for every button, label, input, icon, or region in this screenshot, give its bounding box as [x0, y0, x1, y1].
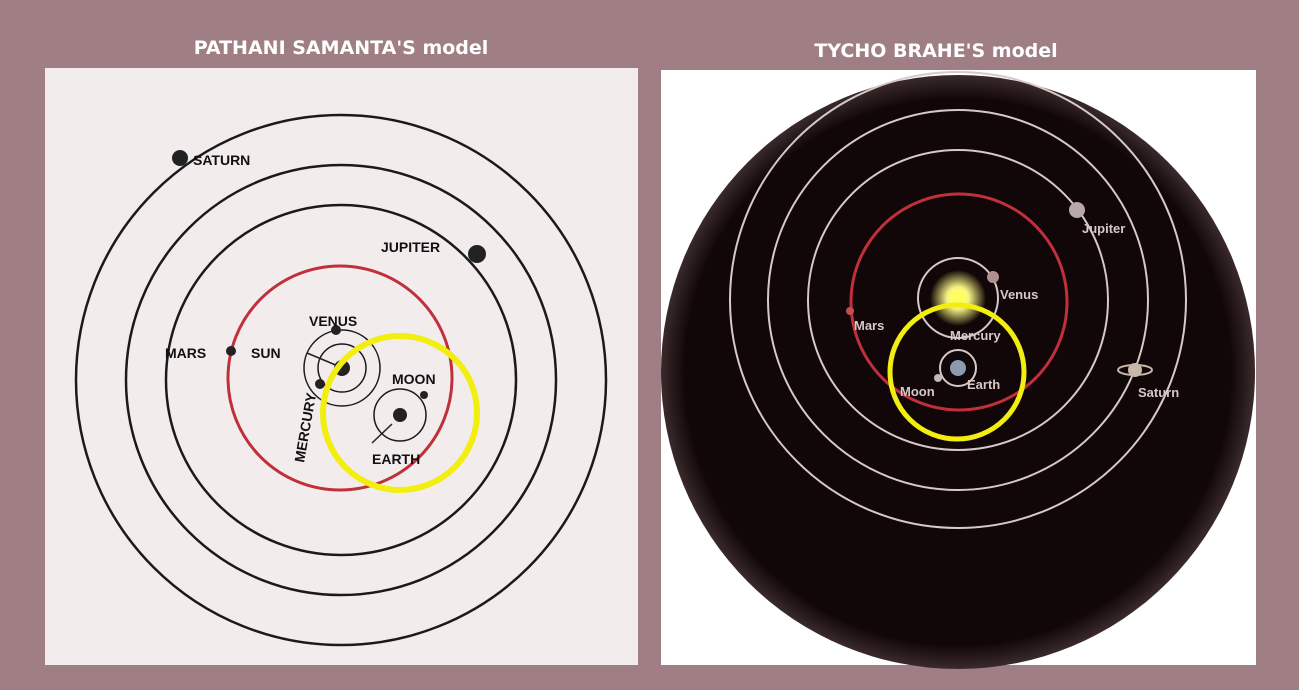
label: Venus: [1000, 287, 1038, 302]
page: PATHANI SAMANTA'S model TYCHO BRAHE'S mo…: [0, 0, 1299, 690]
right-title: TYCHO BRAHE'S model: [814, 40, 1057, 62]
label: Moon: [900, 384, 935, 399]
label: MARS: [165, 345, 206, 361]
label: Saturn: [1138, 385, 1179, 400]
label: EARTH: [372, 451, 420, 467]
right-diagram: Jupiter Venus Mars Mercury Moon Earth Sa…: [661, 70, 1256, 669]
label: VENUS: [309, 313, 357, 329]
label: SUN: [251, 345, 281, 361]
label: JUPITER: [381, 239, 440, 255]
label: SATURN: [193, 152, 250, 168]
label: Jupiter: [1082, 221, 1125, 236]
label: Mercury: [950, 328, 1001, 343]
label: Earth: [967, 377, 1000, 392]
left-diagram: SATURN JUPITER VENUS MARS SUN MOON MERCU…: [45, 68, 638, 665]
label: Mars: [854, 318, 884, 333]
label: MOON: [392, 371, 436, 387]
left-title: PATHANI SAMANTA'S model: [194, 37, 489, 59]
